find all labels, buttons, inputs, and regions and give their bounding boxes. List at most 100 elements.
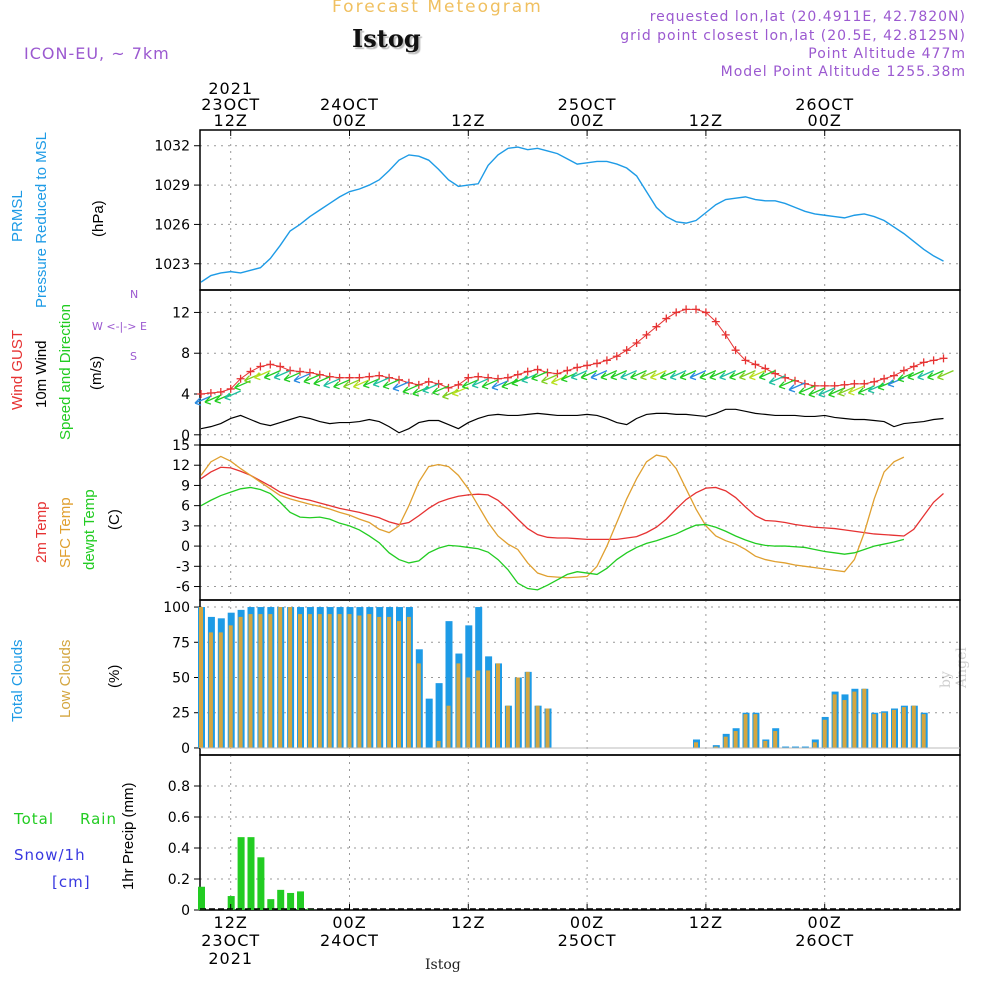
gust-marker	[612, 352, 621, 361]
top-time-label: 24OCT	[320, 95, 379, 114]
low-clouds-bar	[337, 614, 342, 748]
rain-bar	[247, 837, 255, 910]
wind-direction-arrow	[937, 370, 954, 381]
low-clouds-bar	[199, 607, 203, 748]
top-time-label: 26OCT	[795, 95, 854, 114]
gust-marker	[276, 362, 285, 371]
bottom-time-label: 00Z	[808, 913, 842, 932]
wind-direction-arrow	[798, 385, 816, 396]
low-clouds-bar	[258, 614, 263, 748]
low-clouds-bar	[892, 709, 896, 748]
gust-marker	[503, 373, 512, 382]
wind-direction-arrow	[422, 383, 439, 394]
low-clouds-bar	[248, 614, 253, 748]
wind-direction-arrow	[778, 379, 796, 390]
low-clouds-bar	[317, 614, 322, 748]
sfc-temp-line	[200, 454, 905, 579]
wind-direction-arrow	[590, 370, 608, 381]
y-tick-label: 9	[181, 478, 190, 494]
gust-marker	[919, 358, 928, 367]
wind-direction-arrow	[748, 370, 766, 381]
wind-direction-arrow	[600, 370, 618, 381]
rain-bar	[198, 886, 205, 910]
gust-marker	[929, 356, 938, 365]
gust-marker	[236, 374, 245, 383]
low-clouds-bar	[753, 714, 758, 748]
low-clouds-bar	[347, 614, 352, 748]
gust-marker	[365, 372, 374, 381]
low-clouds-bar	[466, 677, 471, 748]
y-tick-label: 0	[181, 428, 190, 444]
gust-marker	[484, 373, 493, 382]
y-tick-label: 8	[181, 346, 190, 362]
total-clouds-bar	[425, 698, 433, 748]
gust-marker	[226, 384, 235, 393]
low-clouds-bar	[288, 607, 293, 748]
total-clouds-bar	[445, 621, 453, 748]
y-tick-label: 100	[163, 600, 190, 616]
low-clouds-bar	[327, 614, 332, 748]
compass-n-label: N	[130, 288, 139, 301]
wind-direction-arrow	[610, 370, 628, 381]
low-clouds-bar	[694, 742, 698, 748]
gust-marker	[583, 361, 592, 370]
total-clouds-bar	[792, 746, 799, 748]
wind-direction-arrow	[303, 374, 321, 385]
gust-marker	[751, 360, 760, 369]
requested-coords: requested lon,lat (20.4911E, 42.7820N)	[649, 9, 966, 25]
low-clouds-bar	[486, 670, 491, 748]
gust-marker	[711, 317, 720, 326]
low-clouds-bar	[298, 614, 302, 748]
gust-marker	[939, 354, 948, 363]
gust-marker	[741, 356, 750, 365]
total-clouds-bar	[712, 745, 720, 748]
low-clouds-bar	[743, 714, 748, 748]
precip-panel: 0 0.2 0.4 0.6 0.8	[168, 754, 961, 919]
total-clouds-bar	[801, 746, 809, 748]
low-clouds-bar	[397, 621, 401, 748]
temp-panel: -6 -3 0 3 6 9 12 15	[172, 438, 961, 601]
snow-unit-label: [cm]	[52, 873, 91, 891]
gust-marker	[553, 369, 562, 378]
gust-marker	[850, 379, 859, 388]
y-tick-label: 1026	[154, 217, 190, 233]
wind-direction-arrow	[847, 385, 865, 396]
wind-direction-arrow	[768, 375, 786, 386]
bottom-time-label: 24OCT	[320, 931, 379, 950]
y-tick-label: 1023	[154, 257, 190, 273]
bottom-time-label: 25OCT	[558, 931, 617, 950]
wind-direction-arrow	[382, 379, 400, 390]
wind-direction-arrow	[709, 370, 727, 381]
wind-direction-arrow	[927, 370, 944, 381]
gust-marker	[890, 371, 898, 380]
model-name: ICON-EU, ~ 7km	[24, 44, 170, 63]
gust-marker	[533, 365, 542, 374]
low-clouds-bar	[278, 607, 283, 748]
gust-marker	[632, 339, 641, 348]
gust-marker	[672, 308, 681, 317]
gust-marker	[474, 372, 483, 381]
gust-marker	[593, 359, 601, 368]
gust-marker	[652, 322, 661, 331]
top-time-label: 25OCT	[558, 95, 617, 114]
wind-direction-arrow	[392, 381, 410, 392]
wind-direction-arrow	[669, 370, 687, 381]
gust-marker	[424, 377, 433, 386]
top-time-label: 00Z	[570, 111, 604, 130]
gust-marker	[662, 314, 671, 323]
low-clouds-bar	[436, 740, 441, 748]
wind-direction-arrow	[402, 384, 420, 395]
gust-marker	[880, 374, 889, 383]
low-clouds-bar	[406, 616, 411, 748]
total-rain-label-1: Total	[14, 810, 55, 828]
low-clouds-bar	[882, 712, 887, 748]
low-clouds-bar	[832, 694, 837, 748]
wind-direction-arrow	[570, 370, 588, 381]
bottom-time-label: 2021	[208, 949, 253, 968]
low-clouds-bar	[872, 714, 877, 748]
y-tick-label: 1029	[154, 178, 190, 194]
gust-marker	[305, 368, 314, 377]
rain-bar	[237, 837, 245, 910]
wind-direction-arrow	[917, 370, 934, 381]
rain-bar	[287, 892, 295, 910]
